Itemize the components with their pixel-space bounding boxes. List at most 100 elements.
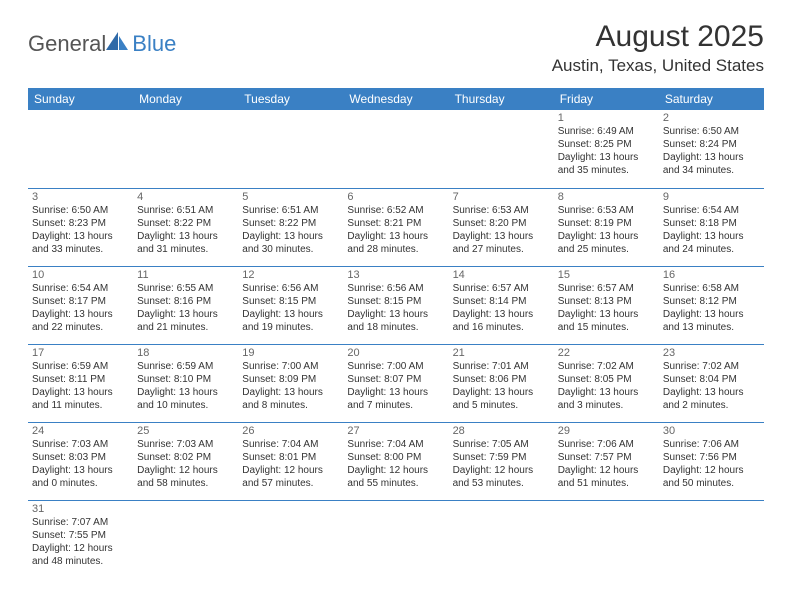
day-number: 18 (137, 347, 234, 359)
cell-sunset: Sunset: 8:19 PM (558, 217, 655, 230)
title-block: August 2025 Austin, Texas, United States (552, 20, 764, 76)
cell-d2: and 28 minutes. (347, 243, 444, 256)
location-label: Austin, Texas, United States (552, 56, 764, 76)
cell-sunset: Sunset: 8:15 PM (347, 295, 444, 308)
calendar-cell: 29Sunrise: 7:06 AMSunset: 7:57 PMDayligh… (554, 422, 659, 500)
cell-sunset: Sunset: 8:12 PM (663, 295, 760, 308)
cell-d2: and 5 minutes. (453, 399, 550, 412)
day-number: 8 (558, 191, 655, 203)
cell-sunrise: Sunrise: 6:59 AM (32, 360, 129, 373)
cell-sunset: Sunset: 8:11 PM (32, 373, 129, 386)
day-header: Friday (554, 88, 659, 110)
cell-d1: Daylight: 12 hours (242, 464, 339, 477)
calendar-cell (343, 110, 448, 188)
calendar-cell: 9Sunrise: 6:54 AMSunset: 8:18 PMDaylight… (659, 188, 764, 266)
cell-d1: Daylight: 13 hours (558, 308, 655, 321)
header: General Blue August 2025 Austin, Texas, … (28, 20, 764, 76)
day-header: Tuesday (238, 88, 343, 110)
calendar-cell (659, 500, 764, 578)
cell-d2: and 51 minutes. (558, 477, 655, 490)
cell-sunset: Sunset: 8:14 PM (453, 295, 550, 308)
cell-d1: Daylight: 13 hours (347, 230, 444, 243)
cell-sunrise: Sunrise: 7:07 AM (32, 516, 129, 529)
page-title: August 2025 (552, 20, 764, 54)
cell-sunrise: Sunrise: 7:00 AM (242, 360, 339, 373)
cell-sunset: Sunset: 8:22 PM (242, 217, 339, 230)
day-number: 31 (32, 503, 129, 515)
cell-sunrise: Sunrise: 6:51 AM (137, 204, 234, 217)
calendar-row: 31Sunrise: 7:07 AMSunset: 7:55 PMDayligh… (28, 500, 764, 578)
calendar-cell: 3Sunrise: 6:50 AMSunset: 8:23 PMDaylight… (28, 188, 133, 266)
day-number: 25 (137, 425, 234, 437)
calendar-cell: 14Sunrise: 6:57 AMSunset: 8:14 PMDayligh… (449, 266, 554, 344)
logo: General Blue (28, 20, 176, 58)
cell-d1: Daylight: 13 hours (137, 230, 234, 243)
day-number: 11 (137, 269, 234, 281)
cell-d1: Daylight: 12 hours (347, 464, 444, 477)
calendar-row: 17Sunrise: 6:59 AMSunset: 8:11 PMDayligh… (28, 344, 764, 422)
calendar-cell: 22Sunrise: 7:02 AMSunset: 8:05 PMDayligh… (554, 344, 659, 422)
calendar-row: 24Sunrise: 7:03 AMSunset: 8:03 PMDayligh… (28, 422, 764, 500)
cell-d2: and 16 minutes. (453, 321, 550, 334)
cell-d1: Daylight: 13 hours (453, 230, 550, 243)
cell-d2: and 10 minutes. (137, 399, 234, 412)
day-number: 16 (663, 269, 760, 281)
day-number: 17 (32, 347, 129, 359)
day-number: 29 (558, 425, 655, 437)
calendar-cell (133, 500, 238, 578)
cell-sunrise: Sunrise: 7:04 AM (242, 438, 339, 451)
cell-d2: and 30 minutes. (242, 243, 339, 256)
cell-sunrise: Sunrise: 6:54 AM (663, 204, 760, 217)
day-number: 23 (663, 347, 760, 359)
cell-d2: and 2 minutes. (663, 399, 760, 412)
cell-d2: and 21 minutes. (137, 321, 234, 334)
cell-sunrise: Sunrise: 7:01 AM (453, 360, 550, 373)
cell-sunset: Sunset: 8:02 PM (137, 451, 234, 464)
cell-sunrise: Sunrise: 6:53 AM (558, 204, 655, 217)
cell-d1: Daylight: 13 hours (558, 151, 655, 164)
calendar-cell: 31Sunrise: 7:07 AMSunset: 7:55 PMDayligh… (28, 500, 133, 578)
cell-sunrise: Sunrise: 6:58 AM (663, 282, 760, 295)
cell-sunset: Sunset: 7:55 PM (32, 529, 129, 542)
cell-sunrise: Sunrise: 7:02 AM (663, 360, 760, 373)
day-header: Sunday (28, 88, 133, 110)
calendar-cell: 20Sunrise: 7:00 AMSunset: 8:07 PMDayligh… (343, 344, 448, 422)
cell-d1: Daylight: 12 hours (137, 464, 234, 477)
calendar-cell: 15Sunrise: 6:57 AMSunset: 8:13 PMDayligh… (554, 266, 659, 344)
calendar-cell (343, 500, 448, 578)
cell-sunrise: Sunrise: 7:03 AM (137, 438, 234, 451)
calendar-cell (133, 110, 238, 188)
cell-d2: and 0 minutes. (32, 477, 129, 490)
logo-sail-icon (104, 30, 130, 58)
cell-sunrise: Sunrise: 7:06 AM (558, 438, 655, 451)
cell-d1: Daylight: 13 hours (558, 230, 655, 243)
day-number: 19 (242, 347, 339, 359)
day-number: 6 (347, 191, 444, 203)
cell-d1: Daylight: 13 hours (242, 230, 339, 243)
cell-d2: and 3 minutes. (558, 399, 655, 412)
calendar-cell: 25Sunrise: 7:03 AMSunset: 8:02 PMDayligh… (133, 422, 238, 500)
calendar-row: 10Sunrise: 6:54 AMSunset: 8:17 PMDayligh… (28, 266, 764, 344)
day-number: 1 (558, 112, 655, 124)
calendar-cell: 10Sunrise: 6:54 AMSunset: 8:17 PMDayligh… (28, 266, 133, 344)
cell-d2: and 34 minutes. (663, 164, 760, 177)
calendar-cell (449, 110, 554, 188)
cell-d1: Daylight: 13 hours (242, 308, 339, 321)
day-header-row: Sunday Monday Tuesday Wednesday Thursday… (28, 88, 764, 110)
cell-sunset: Sunset: 8:17 PM (32, 295, 129, 308)
cell-d2: and 15 minutes. (558, 321, 655, 334)
day-header: Wednesday (343, 88, 448, 110)
day-number: 9 (663, 191, 760, 203)
cell-sunset: Sunset: 8:10 PM (137, 373, 234, 386)
cell-d1: Daylight: 13 hours (32, 464, 129, 477)
calendar-cell: 16Sunrise: 6:58 AMSunset: 8:12 PMDayligh… (659, 266, 764, 344)
calendar-cell: 4Sunrise: 6:51 AMSunset: 8:22 PMDaylight… (133, 188, 238, 266)
calendar-cell: 27Sunrise: 7:04 AMSunset: 8:00 PMDayligh… (343, 422, 448, 500)
cell-sunset: Sunset: 8:22 PM (137, 217, 234, 230)
cell-sunrise: Sunrise: 6:50 AM (663, 125, 760, 138)
cell-d1: Daylight: 13 hours (663, 151, 760, 164)
cell-d1: Daylight: 13 hours (32, 308, 129, 321)
cell-sunset: Sunset: 8:20 PM (453, 217, 550, 230)
logo-text-blue: Blue (132, 31, 176, 57)
cell-d2: and 18 minutes. (347, 321, 444, 334)
